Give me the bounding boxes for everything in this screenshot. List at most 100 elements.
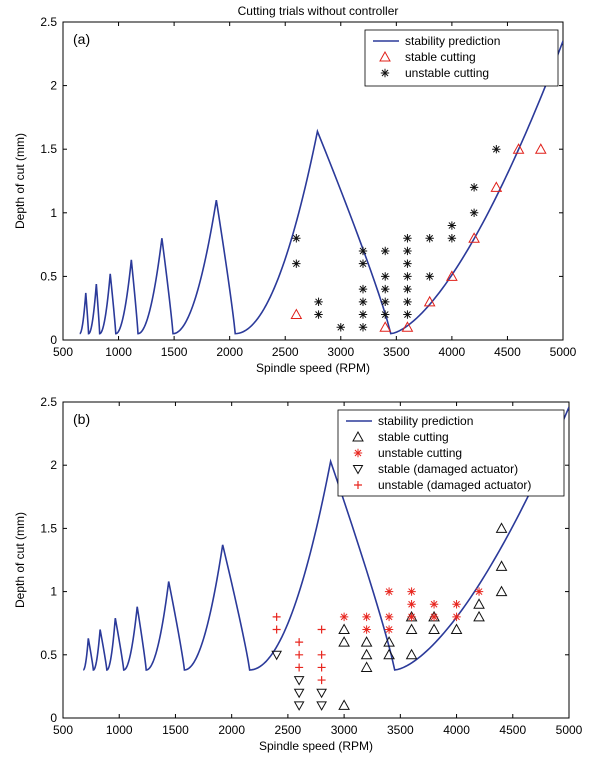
panel-a-y-axis-label: Depth of cut (mm) (13, 133, 27, 229)
panel-b-y-tick-label: 2.5 (40, 395, 57, 409)
panel-b-legend-label: unstable (damaged actuator) (378, 478, 531, 492)
panel-a-point-unstable-cutting (425, 234, 434, 243)
panel-a-point-unstable-cutting (403, 310, 412, 319)
panel-a-point-unstable-cutting (358, 246, 368, 256)
panel-b-point-unstable-damaged-actuator (295, 650, 304, 659)
panel-a-legend-marker (380, 68, 390, 78)
panel-b-point-stable-cutting (360, 636, 373, 647)
panel-a-x-tick-label: 500 (53, 345, 73, 359)
panel-b-point-unstable-cutting (452, 612, 461, 622)
panel-b-point-stable-cutting (338, 636, 350, 647)
panel-a-point-stable-cutting (290, 308, 303, 320)
panel-b-point-unstable-cutting (339, 612, 349, 622)
panel-a-y-tick-label: 0.5 (40, 269, 57, 283)
panel-b-point-stable-cutting (473, 598, 485, 609)
panel-a-point-unstable-cutting (403, 284, 412, 294)
panel-b-x-tick-label: 2000 (218, 723, 245, 737)
panel-a-point-unstable-cutting (469, 208, 479, 217)
panel-b-x-tick-label: 1000 (106, 723, 133, 737)
panel-a-point-stable-cutting (534, 143, 547, 154)
panel-a-point-unstable-cutting (292, 234, 301, 243)
panel-b-point-stable-cutting (450, 623, 463, 635)
panel-b-legend-label: unstable cutting (378, 446, 462, 460)
panel-a-point-unstable-cutting (403, 272, 412, 281)
panel-a-point-unstable-cutting (292, 259, 301, 268)
panel-b-legend-marker (352, 465, 364, 475)
panel-a-y-tick-label: 1.5 (40, 142, 57, 156)
panel-b-legend-marker (353, 448, 363, 458)
panel-a-point-unstable-cutting (381, 284, 390, 294)
panel-a-point-unstable-cutting (403, 246, 412, 256)
panel-a-x-axis-label: Spindle speed (RPM) (256, 361, 370, 375)
panel-b-y-tick-label: 1 (50, 585, 57, 599)
panel-b-legend-marker (354, 481, 362, 489)
panel-a-point-unstable-cutting (469, 183, 479, 192)
panel-b-stability-curve (83, 406, 569, 671)
panel-b-point-unstable-damaged-actuator (272, 625, 281, 634)
panel-a-point-unstable-cutting (336, 323, 345, 332)
panel-b-point-stable-cutting (383, 648, 395, 660)
panel-a-point-stable-cutting (490, 181, 503, 192)
panel-b-x-tick-label: 3000 (331, 723, 358, 737)
panel-a-point-unstable-cutting (403, 234, 412, 243)
panel-b-point-stable-cutting (405, 623, 418, 635)
panel-b-x-tick-label: 4500 (499, 723, 526, 737)
panel-a-y-tick-label: 0 (50, 333, 57, 347)
panel-a-point-unstable-cutting (381, 272, 390, 281)
panel-b-x-axis-label: Spindle speed (RPM) (259, 739, 373, 753)
panel-a-legend-label: stability prediction (405, 34, 500, 48)
panel-b-point-unstable-damaged-actuator (317, 676, 326, 685)
panel-b-point-stable-cutting (360, 661, 373, 672)
panel-b-point-unstable-damaged-actuator (317, 625, 326, 634)
panel-b-x-tick-label: 500 (53, 723, 73, 737)
panel-b-axes-frame (62, 401, 570, 719)
panel-a-point-stable-cutting (379, 321, 392, 332)
panel-a-x-tick-label: 1000 (105, 345, 132, 359)
panel-a-legend-label: stable cutting (405, 50, 476, 64)
panel-b-y-tick-label: 1.5 (40, 521, 57, 535)
panel-b-y-tick-label: 2 (50, 458, 57, 472)
panel-a-legend (364, 29, 559, 87)
panel-b-x-tick-label: 1500 (162, 723, 189, 737)
panel-b-point-unstable-cutting (407, 600, 416, 609)
panel-b-point-unstable-cutting (384, 587, 394, 596)
panel-b-point-stable-cutting (495, 585, 508, 597)
panel-a-point-unstable-cutting (492, 145, 501, 154)
panel-a-point-unstable-cutting (403, 259, 412, 268)
panel-a-point-unstable-cutting (358, 323, 368, 332)
panel-b-point-unstable-cutting (407, 612, 416, 622)
panel-a-point-unstable-cutting (381, 246, 390, 256)
panel-b-point-stable-damaged-actuator (293, 688, 305, 699)
panel-b-legend-label: stable cutting (378, 430, 449, 444)
panel-b-y-tick-label: 0.5 (40, 648, 57, 662)
figure-title: Cutting trials without controller (238, 4, 399, 18)
panel-b-point-unstable-damaged-actuator (272, 612, 281, 621)
panel-b-x-tick-label: 2500 (275, 723, 302, 737)
panel-b-point-unstable-cutting (384, 625, 394, 634)
panel-a-legend-marker (379, 50, 391, 62)
panel-b-y-tick-label: 0 (50, 711, 57, 725)
panel-a-axes-frame (62, 21, 564, 341)
panel-b-point-stable-cutting (405, 648, 418, 660)
panel-b-label: (b) (73, 411, 90, 427)
panel-b-point-stable-cutting (338, 623, 350, 635)
panel-b-point-stable-cutting (428, 623, 440, 635)
panel-b-legend-label: stability prediction (378, 414, 473, 428)
panel-b-point-stable-damaged-actuator (316, 688, 327, 699)
panel-b-chart: 500 1000 1500 2000 2500 3000 3500 4000 4500 5000 0… (13, 395, 583, 753)
panel-a-x-tick-label: 4000 (439, 345, 466, 359)
panel-a-point-unstable-cutting (381, 310, 390, 319)
panel-a-point-stable-cutting (446, 270, 458, 281)
panel-a-point-stable-cutting (468, 232, 480, 243)
panel-a-y-tick-label: 2 (50, 79, 57, 93)
panel-a-x-tick-label: 4500 (494, 345, 521, 359)
panel-b-point-stable-damaged-actuator (271, 650, 282, 661)
panel-a-point-unstable-cutting (358, 310, 368, 319)
panel-a-label: (a) (73, 31, 90, 47)
panel-a-x-tick-label: 3500 (383, 345, 410, 359)
panel-b-point-stable-cutting (360, 648, 373, 660)
panel-b-point-unstable-cutting (429, 600, 439, 609)
panel-b-legend-marker (352, 430, 364, 442)
panel-b-point-stable-damaged-actuator (293, 701, 305, 711)
